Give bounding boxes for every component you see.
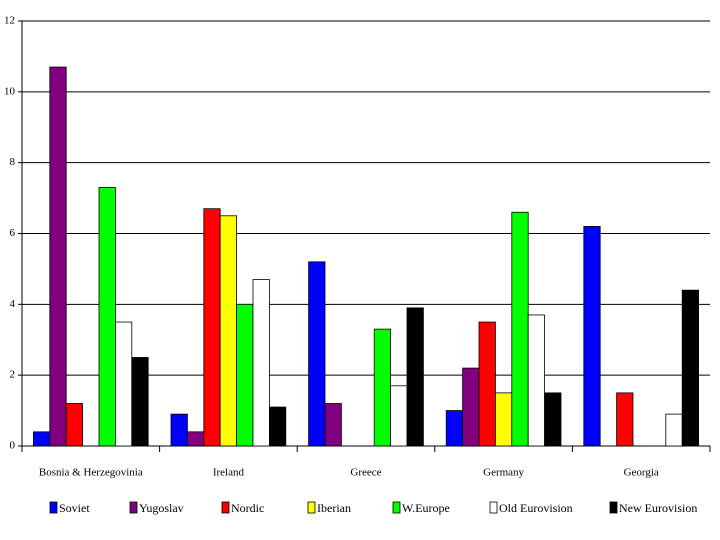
x-tick-label: Ireland xyxy=(213,467,245,479)
bar xyxy=(65,403,83,447)
bar xyxy=(203,208,221,447)
legend-label: W.Europe xyxy=(402,501,450,515)
bar xyxy=(49,66,67,447)
x-tick-label: Germany xyxy=(483,467,524,479)
legend-label: Soviet xyxy=(59,501,90,515)
y-tick-label: 12 xyxy=(4,15,15,27)
x-tick-label: Greece xyxy=(350,467,381,479)
legend-swatch xyxy=(489,501,498,514)
bar xyxy=(170,413,188,447)
bar xyxy=(544,392,562,447)
legend-label: Nordic xyxy=(231,501,264,515)
x-tick-label: Georgia xyxy=(624,467,659,479)
bar xyxy=(445,410,464,447)
bar xyxy=(665,413,683,447)
bar xyxy=(478,321,496,447)
bar xyxy=(583,226,601,447)
legend-swatch xyxy=(307,501,316,514)
legend-label: Old Eurovision xyxy=(499,501,573,515)
legend-label: Yugoslav xyxy=(139,501,184,515)
y-tick-label: 6 xyxy=(10,227,16,239)
bar xyxy=(373,328,392,447)
bar xyxy=(308,261,326,447)
legend-swatch xyxy=(392,501,401,514)
bar xyxy=(462,367,480,447)
legend-swatch xyxy=(609,501,618,514)
bar xyxy=(131,357,149,447)
y-tick-label: 0 xyxy=(10,440,16,452)
bar xyxy=(324,403,342,447)
bar xyxy=(115,321,133,447)
bar xyxy=(494,392,513,447)
y-tick-label: 10 xyxy=(4,85,16,97)
bar xyxy=(511,211,529,447)
bar xyxy=(390,385,408,447)
x-tick-label: Bosnia & Herzegovinia xyxy=(39,467,143,479)
legend-swatch xyxy=(221,501,230,514)
legend-label: New Eurovision xyxy=(619,501,697,515)
bar xyxy=(236,303,254,447)
bar xyxy=(219,215,237,447)
legend-swatch xyxy=(129,501,138,514)
bar xyxy=(268,406,287,447)
bar xyxy=(98,187,116,447)
y-tick-label: 8 xyxy=(10,156,16,168)
bar xyxy=(681,289,700,447)
y-tick-label: 4 xyxy=(10,298,16,310)
bar xyxy=(186,431,205,447)
bar xyxy=(33,431,51,447)
legend-swatch xyxy=(49,501,58,514)
bar xyxy=(406,307,424,447)
bar xyxy=(252,279,270,447)
legend-label: Iberian xyxy=(317,501,351,515)
bar xyxy=(616,392,634,447)
bar xyxy=(527,314,546,447)
y-tick-label: 2 xyxy=(10,369,16,381)
